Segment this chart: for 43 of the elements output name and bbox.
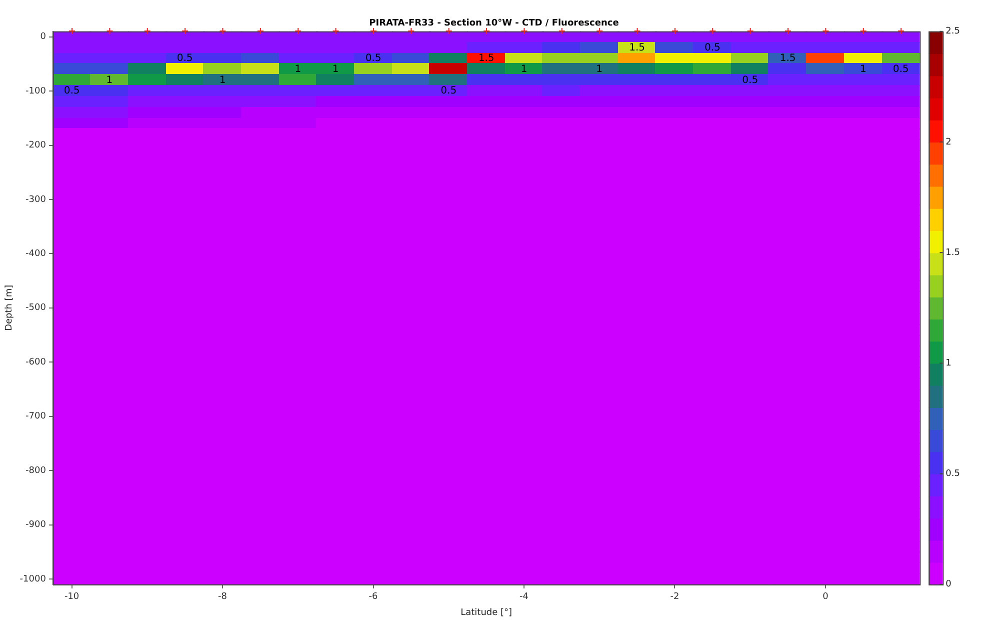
annotation: 1 (596, 64, 603, 75)
color-bar-label: 0.5 (946, 469, 960, 480)
y-tick-label: -400 (26, 249, 46, 260)
y-tick-label: -600 (26, 357, 46, 368)
color-bar-label: 1.5 (946, 248, 960, 258)
annotation: 1 (860, 64, 866, 75)
y-tick-label: -200 (26, 140, 46, 151)
y-tick-label: -700 (26, 412, 46, 422)
annotation: 0.5 (365, 53, 382, 64)
annotation: 0.5 (742, 74, 758, 86)
annotation: 1.5 (629, 42, 646, 54)
color-bar-label: 1 (946, 358, 952, 369)
annotation: 1 (294, 64, 302, 75)
annotation: 1 (106, 74, 113, 86)
x-tick-label: -6 (368, 592, 378, 602)
color-bar-label: 2 (946, 137, 952, 148)
annotation: 0.5 (892, 64, 909, 75)
y-tick-label: -500 (26, 303, 46, 314)
chart-title: PIRATA-FR33 - Section 10°W - CTD / Fluorescence (369, 18, 619, 28)
x-tick-label: -4 (520, 592, 529, 602)
x-axis-title: Latitude [°] (460, 608, 512, 618)
y-tick-label: -800 (26, 466, 46, 476)
x-tick-label: -10 (64, 592, 80, 602)
annotation: 1.5 (478, 53, 494, 64)
color-bar-label: 2.5 (946, 26, 960, 37)
y-tick-label: -300 (26, 194, 46, 205)
y-tick-label: -900 (26, 520, 46, 530)
y-tick-label: 0 (40, 32, 46, 42)
y-tick-label: -1000 (20, 574, 46, 584)
annotation: 1 (219, 74, 226, 86)
color-bar-label: 0 (946, 580, 952, 590)
y-tick-label: -100 (26, 86, 46, 96)
y-axis-title: Depth [m] (4, 284, 15, 331)
annotation: 1 (520, 64, 528, 75)
x-tick-label: 0 (822, 592, 829, 602)
annotation: 0.5 (64, 86, 80, 97)
annotation: 1.5 (780, 53, 796, 64)
x-tick-label: -2 (670, 592, 680, 602)
annotation: 1 (332, 64, 339, 75)
annotation: 0.5 (704, 42, 720, 54)
x-tick-label: -8 (218, 592, 228, 602)
annotation: 0.5 (176, 53, 193, 64)
annotation: 0.5 (440, 86, 457, 97)
